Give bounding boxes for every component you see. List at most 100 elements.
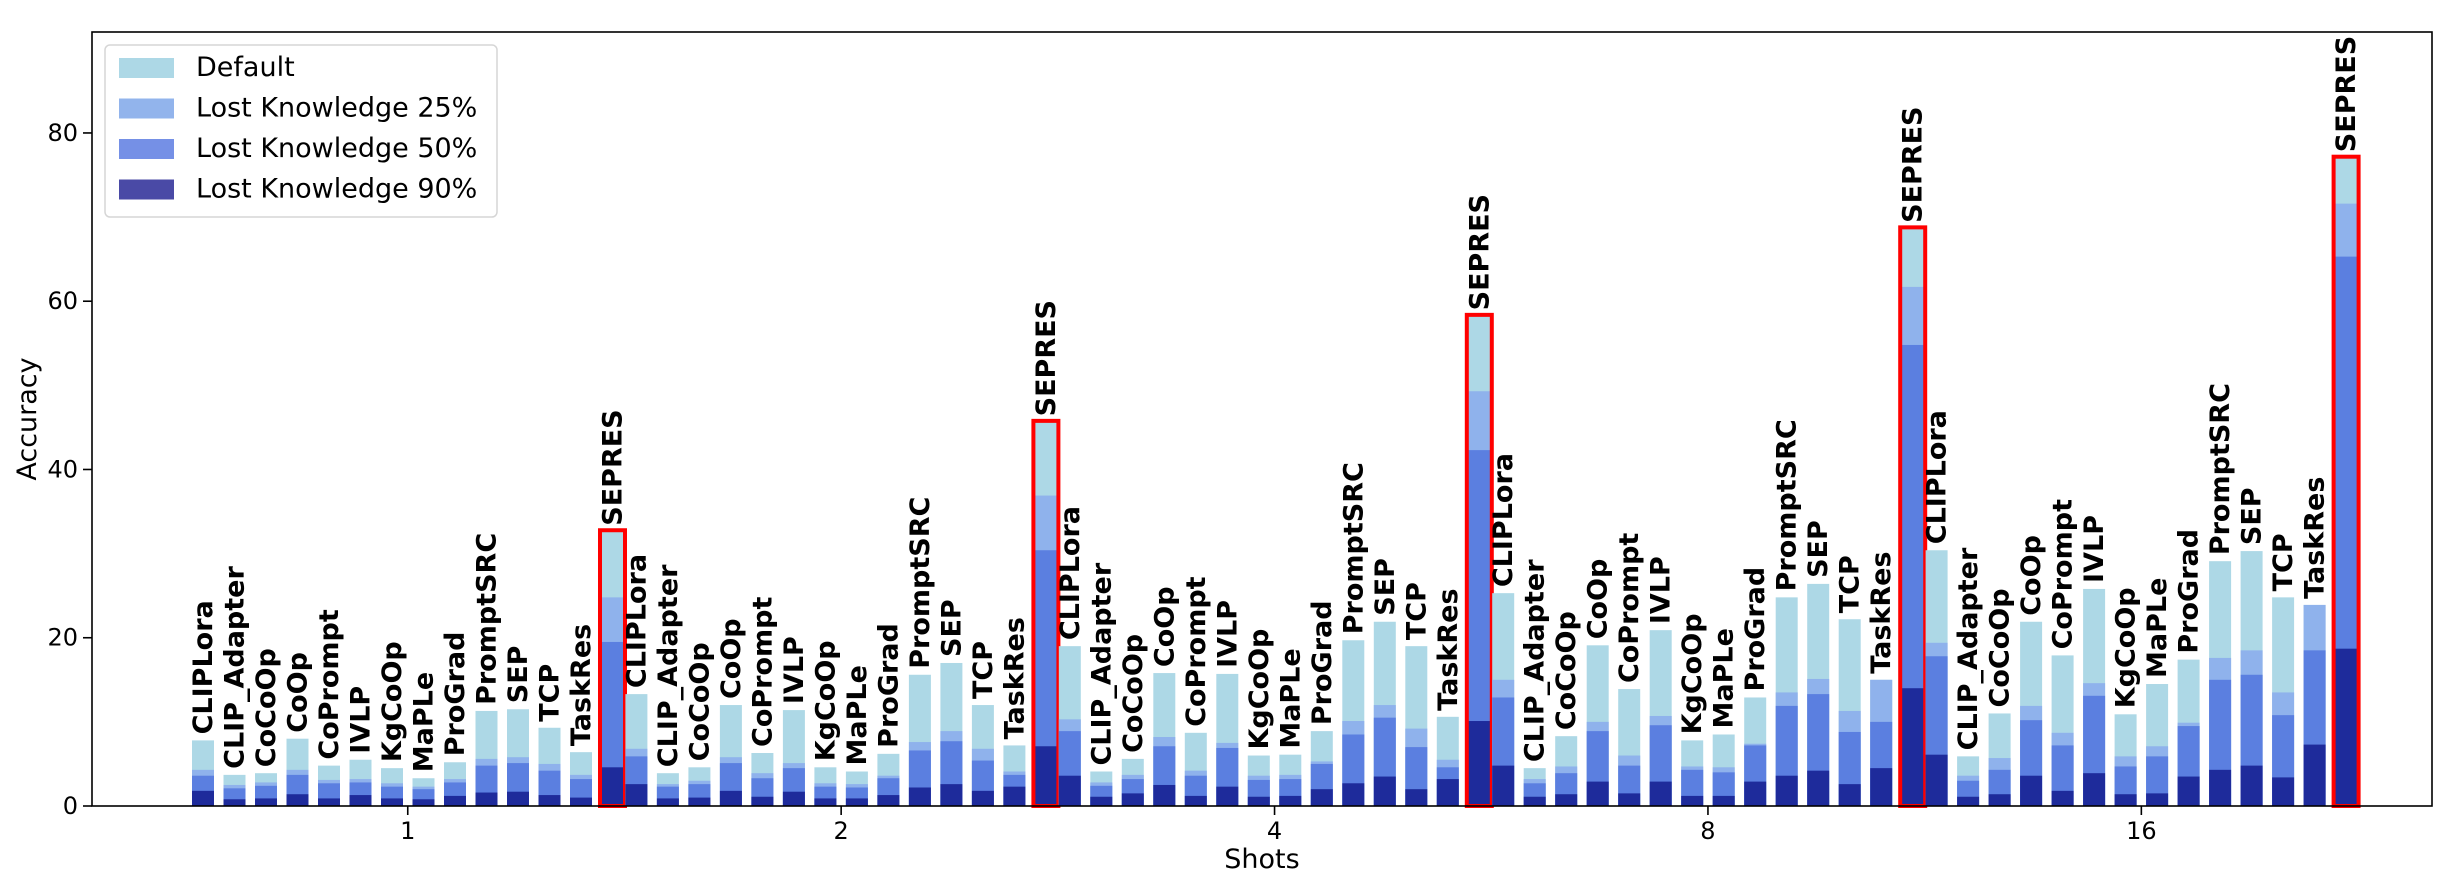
y-tick-label: 20 xyxy=(47,624,78,652)
bar-kgcoop-lost-knowledge-90- xyxy=(2114,794,2137,806)
x-tick-label: 2 xyxy=(834,817,849,845)
bar-ivlp-lost-knowledge-90- xyxy=(1649,781,1672,806)
bar-kgcoop-lost-knowledge-90- xyxy=(1681,795,1704,806)
bar-taskres-lost-knowledge-90- xyxy=(1003,786,1026,806)
bar-prograd-lost-knowledge-90- xyxy=(2177,776,2200,806)
bar-label: IVLP xyxy=(2079,515,2110,583)
bar-sepres-lost-knowledge-90- xyxy=(601,767,624,806)
bar-label: PromptSRC xyxy=(2205,383,2236,555)
bar-sepres-lost-knowledge-50- xyxy=(1468,450,1491,806)
bar-tcp-lost-knowledge-90- xyxy=(971,790,994,806)
bar-label: CoOp xyxy=(283,652,314,733)
bar-label: TaskRes xyxy=(999,617,1030,739)
bar-label: KgCoOp xyxy=(1244,629,1275,750)
bar-label: PromptSRC xyxy=(1772,419,1803,591)
bar-label: TCP xyxy=(1401,582,1432,640)
bar-label: TaskRes xyxy=(566,624,597,746)
bar-sep-lost-knowledge-90- xyxy=(507,791,529,806)
bar-label: IVLP xyxy=(346,686,377,754)
bar-cocoop-lost-knowledge-90- xyxy=(255,798,277,806)
bar-tcp-lost-knowledge-90- xyxy=(1405,789,1428,806)
bar-prograd-lost-knowledge-90- xyxy=(1310,789,1333,806)
legend-swatch xyxy=(119,58,174,78)
bar-label: TCP xyxy=(1835,555,1866,613)
bar-sepres-lost-knowledge-90- xyxy=(1901,688,1924,806)
bar-kgcoop-lost-knowledge-90- xyxy=(381,798,403,806)
bar-label: TCP xyxy=(535,664,566,722)
bar-maple-lost-knowledge-90- xyxy=(412,799,435,806)
bar-label: IVLP xyxy=(1646,556,1677,624)
bar-label: SEPRES xyxy=(1898,107,1929,223)
bar-label: TaskRes xyxy=(2300,477,2331,599)
bar-tcp-lost-knowledge-90- xyxy=(1838,784,1861,806)
bar-label: SEP xyxy=(1370,558,1401,616)
bar-label: CoCoOp xyxy=(684,642,715,761)
bar-sepres-lost-knowledge-90- xyxy=(2335,648,2358,806)
bar-cocoop-lost-knowledge-90- xyxy=(1121,793,1144,806)
bar-label: SEPRES xyxy=(1031,300,1062,416)
bar-promptsrc-lost-knowledge-90- xyxy=(908,787,931,806)
bar-maple-lost-knowledge-90- xyxy=(2146,793,2169,806)
bar-label: CLIP_Adapter xyxy=(653,564,684,767)
bar-label: PromptSRC xyxy=(1338,462,1369,634)
bar-kgcoop-lost-knowledge-90- xyxy=(814,798,837,806)
bar-label: MaPLe xyxy=(842,665,873,765)
bar-prograd-lost-knowledge-90- xyxy=(877,795,900,806)
bar-cliplora-lost-knowledge-90- xyxy=(1925,754,1948,806)
legend-swatch xyxy=(119,98,174,119)
bar-label: SEP xyxy=(503,646,534,704)
bar-label: KgCoOp xyxy=(377,641,408,762)
bar-coop-lost-knowledge-90- xyxy=(1153,784,1176,806)
bar-coop-lost-knowledge-90- xyxy=(1586,781,1609,806)
bar-coprompt-lost-knowledge-90- xyxy=(2051,790,2074,806)
bar-promptsrc-lost-knowledge-90- xyxy=(475,792,498,806)
bar-label: CLIP_Adapter xyxy=(1520,559,1551,762)
bar-cliplora-lost-knowledge-90- xyxy=(625,784,648,806)
bar-label: TaskRes xyxy=(1433,588,1464,710)
bar-cliplora-lost-knowledge-90- xyxy=(1058,775,1081,806)
bar-label: CLIP_Adapter xyxy=(1086,562,1117,765)
bar-label: CLIPLora xyxy=(1488,453,1519,587)
bar-coprompt-lost-knowledge-90- xyxy=(1184,795,1207,806)
bar-tcp-lost-knowledge-90- xyxy=(2272,777,2295,806)
bar-ivlp-lost-knowledge-90- xyxy=(2083,773,2106,806)
bar-sepres-lost-knowledge-50- xyxy=(601,641,624,806)
plot-frame xyxy=(91,31,2433,807)
bar-promptsrc-lost-knowledge-90- xyxy=(1342,783,1365,806)
bar-label: CoOp xyxy=(1583,559,1614,640)
bar-label: CoCoOp xyxy=(251,648,282,767)
bar-label: CLIPLora xyxy=(188,600,219,734)
bar-label: CLIPLora xyxy=(1055,506,1086,640)
bar-maple-lost-knowledge-90- xyxy=(1279,795,1302,806)
bar-label: KgCoOp xyxy=(2111,587,2142,708)
legend: Default Lost Knowledge 25% Lost Knowledge … xyxy=(104,44,498,218)
bar-label: IVLP xyxy=(1212,600,1243,668)
x-tick-label: 8 xyxy=(1700,817,1715,845)
bar-sepres-lost-knowledge-50- xyxy=(1034,550,1057,806)
bar-label: SEPRES xyxy=(1464,194,1495,310)
bar-sep-lost-knowledge-90- xyxy=(1373,776,1396,806)
bar-label: ProGrad xyxy=(873,623,904,748)
bar-kgcoop-lost-knowledge-90- xyxy=(1247,796,1270,806)
bar-cocoop-lost-knowledge-90- xyxy=(1988,794,2011,806)
bar-label: IVLP xyxy=(779,636,810,704)
x-axis-title: Shots xyxy=(1224,844,1299,875)
bar-label: PromptSRC xyxy=(472,533,503,705)
x-tick-label: 16 xyxy=(2126,817,2157,845)
bar-taskres-lost-knowledge-90- xyxy=(570,797,592,806)
bar-sepres-lost-knowledge-90- xyxy=(1034,746,1057,806)
bar-sep-lost-knowledge-90- xyxy=(2240,765,2263,806)
bar-ivlp-lost-knowledge-90- xyxy=(349,795,372,806)
bar-label: ProGrad xyxy=(1740,567,1771,692)
bar-label: CoCoOp xyxy=(1118,634,1149,753)
bar-prograd-lost-knowledge-90- xyxy=(444,795,466,806)
bar-label: CoOp xyxy=(716,618,747,699)
bar-label: MaPLe xyxy=(409,672,440,772)
bar-label: SEPRES xyxy=(2331,36,2362,152)
bar-labels-layer: CLIPLora CLIP_Adapter CoCoOp CoOp CoPrompt IV… xyxy=(188,36,2362,772)
bar-coop-lost-knowledge-90- xyxy=(2020,775,2043,806)
bar-coprompt-lost-knowledge-90- xyxy=(1618,793,1641,806)
bar-clip-adapter-lost-knowledge-90- xyxy=(1957,796,1980,806)
bar-taskres-lost-knowledge-90- xyxy=(2303,744,2326,806)
